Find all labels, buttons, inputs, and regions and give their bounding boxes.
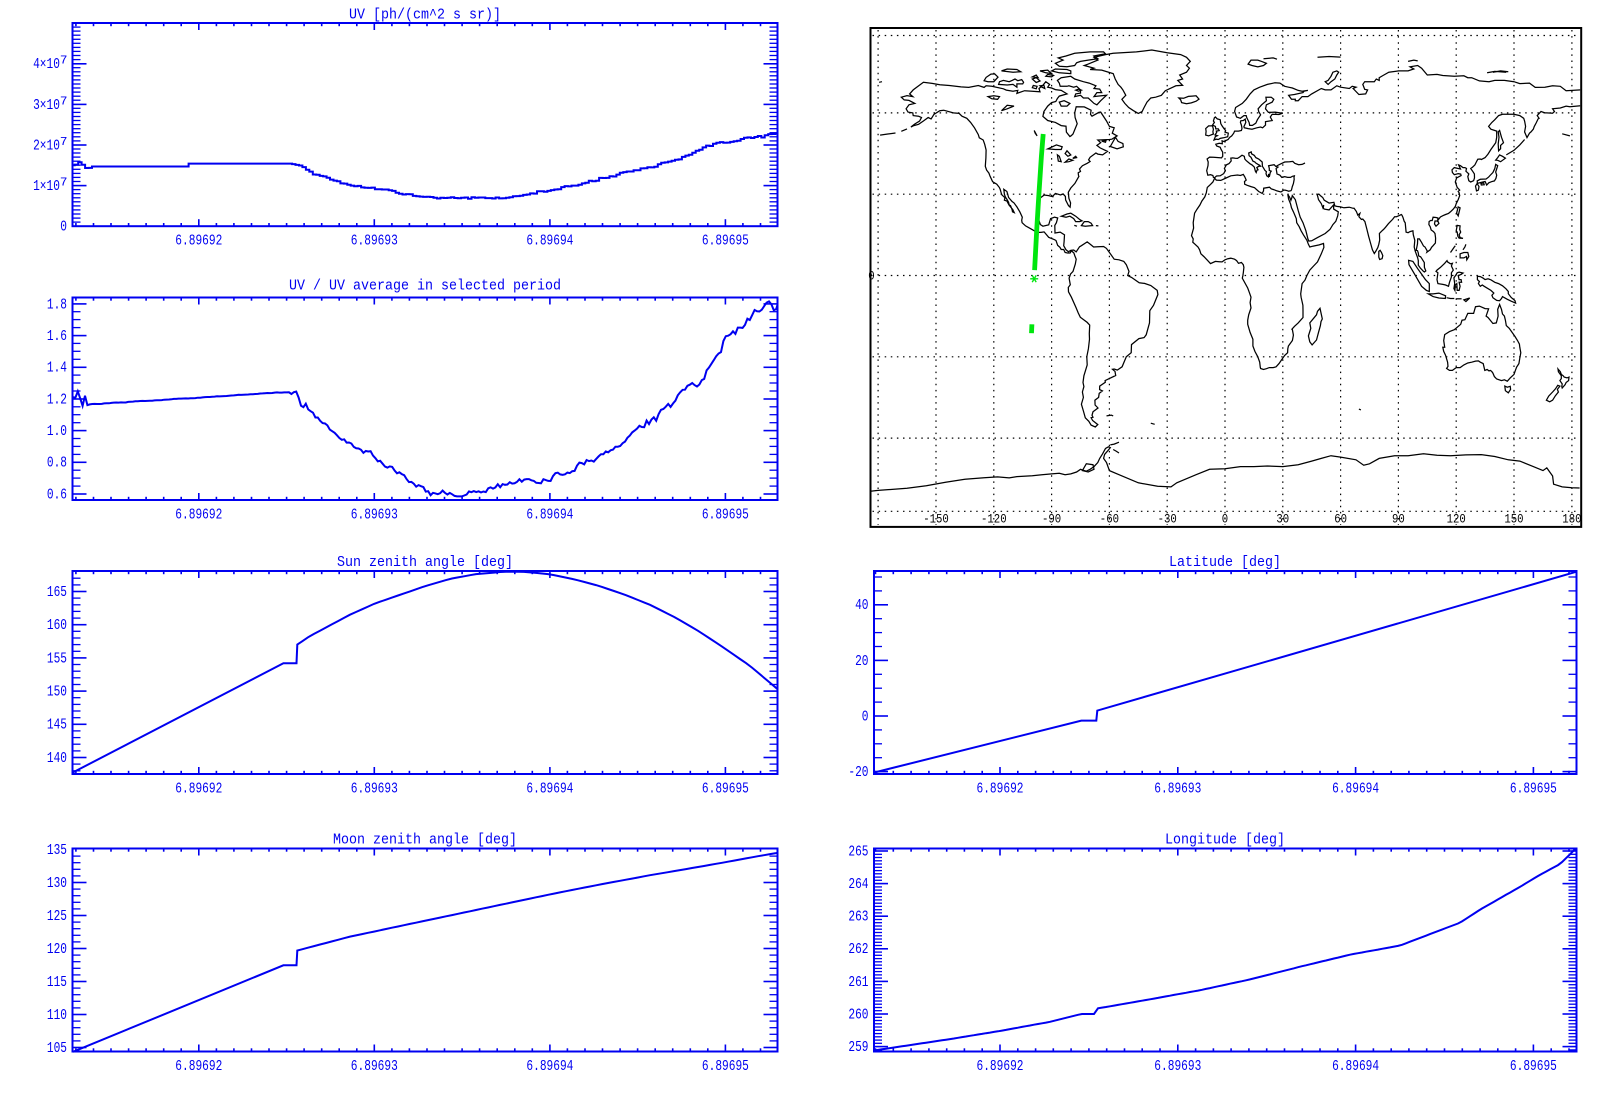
svg-text:115: 115 [47,975,67,991]
svg-text:6.89693: 6.89693 [351,1059,398,1075]
svg-text:6.89694: 6.89694 [1332,782,1379,798]
svg-text:6.89692: 6.89692 [175,234,222,250]
svg-text:165: 165 [47,585,67,601]
svg-text:6.89694: 6.89694 [526,234,573,250]
svg-text:60: 60 [1334,512,1347,526]
svg-text:0: 0 [1222,512,1228,526]
svg-text:105: 105 [47,1041,67,1057]
svg-text:6.89692: 6.89692 [175,1059,222,1075]
svg-text:150: 150 [47,685,67,701]
svg-text:6.89695: 6.89695 [702,1059,749,1075]
svg-text:0: 0 [60,220,67,236]
svg-text:Sun zenith angle [deg]: Sun zenith angle [deg] [337,553,513,571]
svg-text:7: 7 [60,55,68,68]
svg-text:3×10: 3×10 [33,98,60,114]
svg-text:0.6: 0.6 [47,487,67,503]
svg-text:Latitude [deg]: Latitude [deg] [1169,553,1281,571]
svg-text:6.89695: 6.89695 [702,782,749,798]
svg-text:6.89694: 6.89694 [1332,1059,1379,1075]
svg-text:6.89695: 6.89695 [1510,782,1557,798]
svg-text:-120: -120 [981,512,1007,526]
svg-text:6.89693: 6.89693 [1154,782,1201,798]
svg-text:130: 130 [47,876,67,892]
svg-text:20: 20 [855,654,868,670]
svg-text:-90: -90 [1042,512,1061,526]
svg-text:6.89692: 6.89692 [175,508,222,524]
svg-text:262: 262 [848,942,868,958]
svg-text:6.89694: 6.89694 [526,782,573,798]
svg-text:150: 150 [1504,512,1523,526]
svg-text:1.2: 1.2 [47,392,67,408]
svg-text:1.6: 1.6 [47,329,67,345]
svg-text:261: 261 [848,975,868,991]
svg-text:6.89693: 6.89693 [351,508,398,524]
svg-text:40: 40 [855,598,868,614]
svg-text:120: 120 [47,942,67,958]
svg-text:-60: -60 [1100,512,1119,526]
svg-text:6.89693: 6.89693 [351,782,398,798]
svg-text:Moon zenith angle [deg]: Moon zenith angle [deg] [333,831,517,849]
svg-text:6.89693: 6.89693 [1154,1059,1201,1075]
svg-text:-20: -20 [848,765,868,781]
svg-text:6.89692: 6.89692 [977,782,1024,798]
svg-text:6.89692: 6.89692 [977,1059,1024,1075]
svg-text:7: 7 [60,136,68,149]
svg-text:UV [ph/(cm^2 s sr)]: UV [ph/(cm^2 s sr)] [349,6,501,24]
svg-text:260: 260 [848,1007,868,1023]
svg-text:0: 0 [868,270,874,284]
svg-text:135: 135 [47,843,67,859]
svg-text:259: 259 [848,1040,868,1056]
svg-text:7: 7 [60,177,68,190]
svg-text:90: 90 [1392,512,1405,526]
svg-text:2×10: 2×10 [33,138,60,154]
svg-text:6.89695: 6.89695 [1510,1059,1557,1075]
svg-text:265: 265 [848,844,868,860]
svg-text:7: 7 [60,95,68,108]
svg-text:UV / UV average in selected pe: UV / UV average in selected period [289,277,561,295]
svg-text:6.89693: 6.89693 [351,234,398,250]
svg-text:Longitude [deg]: Longitude [deg] [1165,831,1285,849]
svg-text:6.89694: 6.89694 [526,508,573,524]
svg-text:110: 110 [47,1008,67,1024]
svg-text:30: 30 [1276,512,1289,526]
svg-text:155: 155 [47,651,67,667]
svg-text:263: 263 [848,910,868,926]
svg-text:-150: -150 [923,512,949,526]
svg-text:1×10: 1×10 [33,179,60,195]
svg-text:145: 145 [47,718,67,734]
svg-text:1.8: 1.8 [47,297,67,313]
svg-text:6.89695: 6.89695 [702,508,749,524]
svg-text:6.89692: 6.89692 [175,782,222,798]
svg-text:160: 160 [47,618,67,634]
svg-text:140: 140 [47,751,67,767]
svg-text:6.89694: 6.89694 [526,1059,573,1075]
svg-text:1.4: 1.4 [47,361,67,377]
svg-text:264: 264 [848,877,868,893]
svg-text:0: 0 [862,709,869,725]
svg-text:1.0: 1.0 [47,424,67,440]
svg-text:125: 125 [47,909,67,925]
svg-text:6.89695: 6.89695 [702,234,749,250]
svg-text:120: 120 [1447,512,1466,526]
svg-text:-30: -30 [1158,512,1177,526]
svg-text:180: 180 [1562,512,1581,526]
svg-text:0.8: 0.8 [47,456,67,472]
svg-text:4×10: 4×10 [33,57,60,73]
